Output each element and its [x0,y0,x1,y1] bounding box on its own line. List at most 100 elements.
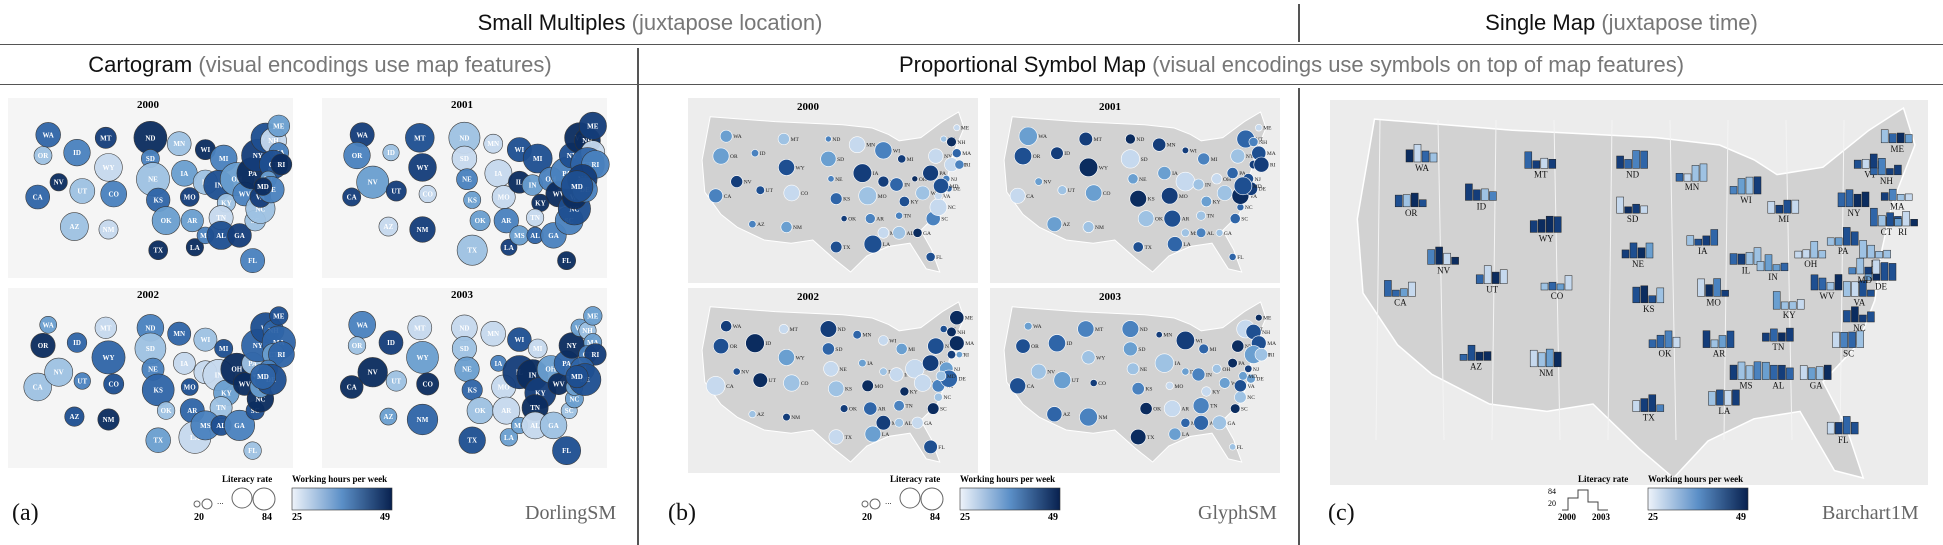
state-label-MO: MO [498,194,511,202]
state-label-OH: OH [545,176,556,184]
bar [1640,205,1648,214]
symbol-NM [780,221,793,233]
state-label-NC: NC [255,205,265,213]
state-circle-RI [270,153,293,176]
header-cartogram: Cartogram (visual encodings use map feat… [0,52,640,78]
bar [1786,327,1794,342]
bar [1770,364,1778,380]
state-label-NJ: NJ [1255,177,1262,183]
symbol-NV [1034,177,1043,186]
state-label-NH: NH [1880,176,1893,186]
state-circle-AR [492,396,521,425]
state-label-WA: WA [1415,163,1429,173]
bar [1540,157,1549,169]
symbol-NY [927,337,945,355]
state-circle-MT [407,315,433,341]
state-label-UT: UT [77,378,87,386]
symbol-MN [1152,137,1167,152]
symbol-NY [928,148,944,164]
symbol-OR [712,338,729,355]
state-label-OR: OR [38,152,49,160]
state-label-ME: ME [1890,144,1904,154]
state-label-NH: NH [957,140,965,146]
bar [1851,306,1859,323]
state-label-IN: IN [1768,272,1778,282]
symbol-UT [755,185,765,195]
state-circle-CO [100,180,127,208]
state-label-VA: VA [1248,384,1255,390]
state-label-GA: GA [1228,421,1236,427]
legend-hours-title: Working hours per week [292,474,387,484]
state-label-IA: IA [873,171,879,177]
state-label-AZ: AZ [384,223,394,231]
symbol-PA [922,164,939,182]
bar [1904,134,1913,144]
state-label-CA: CA [347,194,357,202]
state-label-ND: ND [832,137,840,143]
panel-a-dorling: 2000 WA OR CA NV ID MT WY UT AZ CO NM ND SD NE KS OK TX MN… [8,98,610,468]
state-label-MD: MD [257,183,269,191]
state-label-AR: AR [1182,217,1190,223]
state-label-UT: UT [77,188,87,196]
bar [1737,253,1746,265]
state-label-NM: NM [1095,225,1104,231]
state-label-TX: TX [1145,245,1152,251]
barchart-LA: LA [1708,389,1740,416]
state-label-DE: DE [1256,377,1264,383]
symbol-MA [949,335,965,351]
bar [1648,339,1657,348]
bar [1451,256,1459,265]
symbol-AZ [1046,406,1063,423]
symbol-KY [1201,386,1212,397]
symbol-WI [878,335,889,346]
symbol-SC [927,402,940,415]
bar [1850,421,1859,435]
symbol-MS [875,415,892,431]
barchart-WY: WY [1529,215,1562,243]
state-label-MN: MN [1163,333,1172,339]
state-circle-KS [141,373,175,407]
bar [1459,354,1468,361]
state-circle-GA [224,409,256,441]
state-circle-CO [416,372,440,396]
legend-hours-gradient [1647,487,1749,511]
bar [1888,263,1897,281]
symbol-WA [1018,126,1038,146]
dorling-map-2003: 2003 WA OR CA NV ID MT WY UT AZ CO NM ND SD NE KS OK TX MN… [322,288,607,468]
legend-bar-xend: 2003 [1592,512,1611,522]
state-label-TX: TX [1147,435,1154,441]
state-label-NC: NC [1853,323,1866,333]
legend-circle-xlarge [920,487,944,511]
symbol-MD [1238,371,1248,381]
bar [1640,150,1648,169]
bar [1384,280,1392,297]
state-label-IA: IA [1175,361,1181,367]
symbol-SD [820,150,837,167]
symbol-UT [1057,185,1068,195]
symbol-NH [946,136,957,148]
header-symbol-map-sub: (visual encodings use symbols on top of … [1152,52,1685,77]
state-label-OK: OK [1659,349,1672,359]
legend-literacy-title: Literacy rate [890,474,940,484]
barchart-KS: KS [1632,285,1665,314]
state-label-SD: SD [837,157,844,163]
state-circle-NV [357,357,388,388]
bar [1699,163,1708,182]
state-circle-NM [409,216,436,243]
bar [1691,165,1700,182]
state-label-IN: IN [1205,183,1211,189]
state-label-NJ: NJ [951,177,958,183]
state-label-OR: OR [730,344,738,350]
state-label-NM: NM [793,225,802,231]
state-label-KS: KS [154,196,163,204]
state-label-MA: MA [1267,151,1276,157]
state-circle-OK [157,401,176,420]
state-label-RI: RI [278,351,286,359]
bar [1716,389,1724,406]
state-label-KY: KY [911,200,919,206]
symbol-KY [898,196,910,208]
state-label-MT: MT [1095,327,1104,333]
state-label-AL: AL [530,422,540,430]
symbol-WA [720,320,733,333]
dorling-map-2002: 2002 WA OR CA NV ID MT WY UT AZ CO NM ND SD NE KS OK TX MN… [8,288,296,468]
